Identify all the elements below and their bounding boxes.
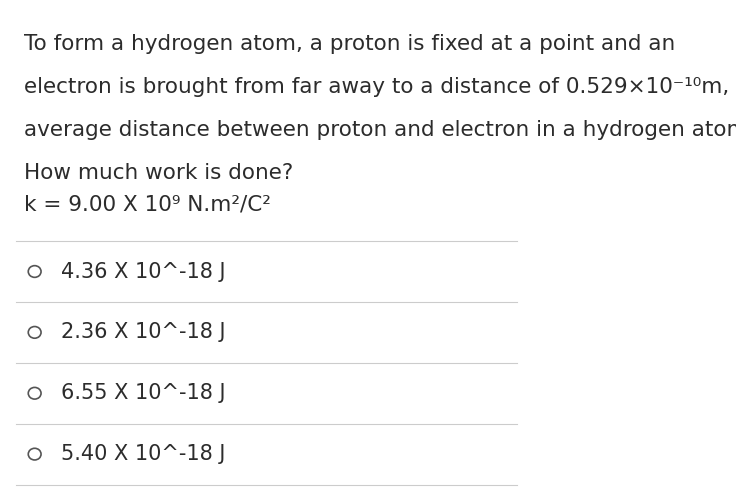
Text: k = 9.00 X 10⁹ N.m²/C²: k = 9.00 X 10⁹ N.m²/C² [24, 195, 271, 215]
Text: How much work is done?: How much work is done? [24, 163, 293, 183]
Text: 2.36 X 10^-18 J: 2.36 X 10^-18 J [61, 322, 226, 342]
Text: To form a hydrogen atom, a proton is fixed at a point and an: To form a hydrogen atom, a proton is fix… [24, 34, 675, 54]
Text: 4.36 X 10^-18 J: 4.36 X 10^-18 J [61, 262, 226, 281]
Text: 5.40 X 10^-18 J: 5.40 X 10^-18 J [61, 444, 226, 464]
Text: average distance between proton and electron in a hydrogen atom.: average distance between proton and elec… [24, 120, 736, 140]
Text: 6.55 X 10^-18 J: 6.55 X 10^-18 J [61, 383, 226, 403]
Text: electron is brought from far away to a distance of 0.529×10⁻¹⁰m, the: electron is brought from far away to a d… [24, 77, 736, 97]
